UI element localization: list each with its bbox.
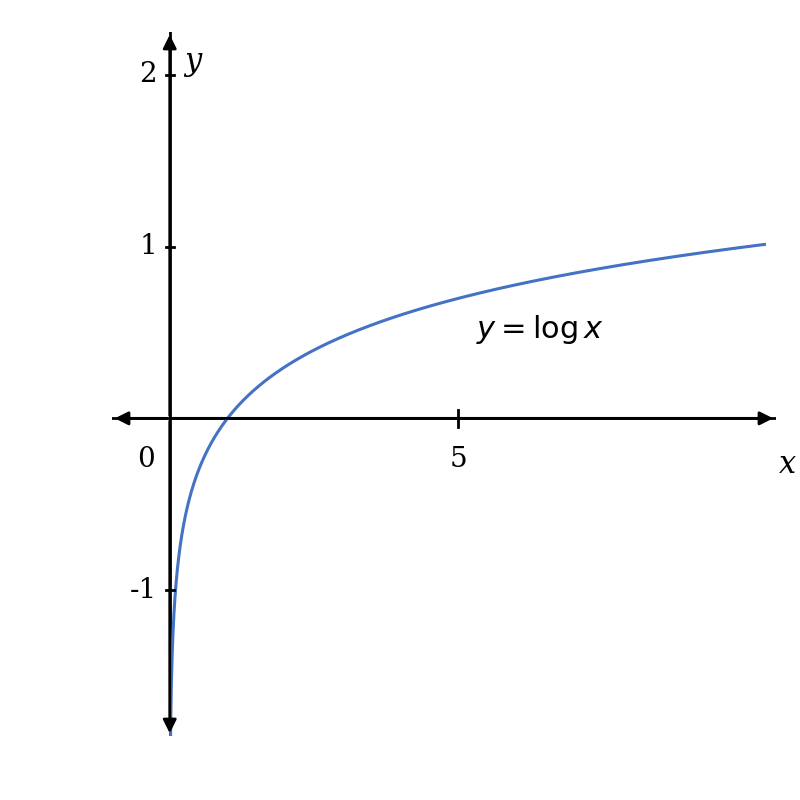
Text: 1: 1 bbox=[139, 233, 157, 260]
Text: -1: -1 bbox=[130, 577, 157, 603]
Text: 2: 2 bbox=[139, 62, 157, 89]
Text: x: x bbox=[779, 450, 796, 480]
Text: y: y bbox=[184, 46, 202, 77]
Text: $y = \log x$: $y = \log x$ bbox=[476, 313, 604, 346]
Text: 0: 0 bbox=[138, 446, 155, 473]
Text: 5: 5 bbox=[450, 446, 467, 473]
